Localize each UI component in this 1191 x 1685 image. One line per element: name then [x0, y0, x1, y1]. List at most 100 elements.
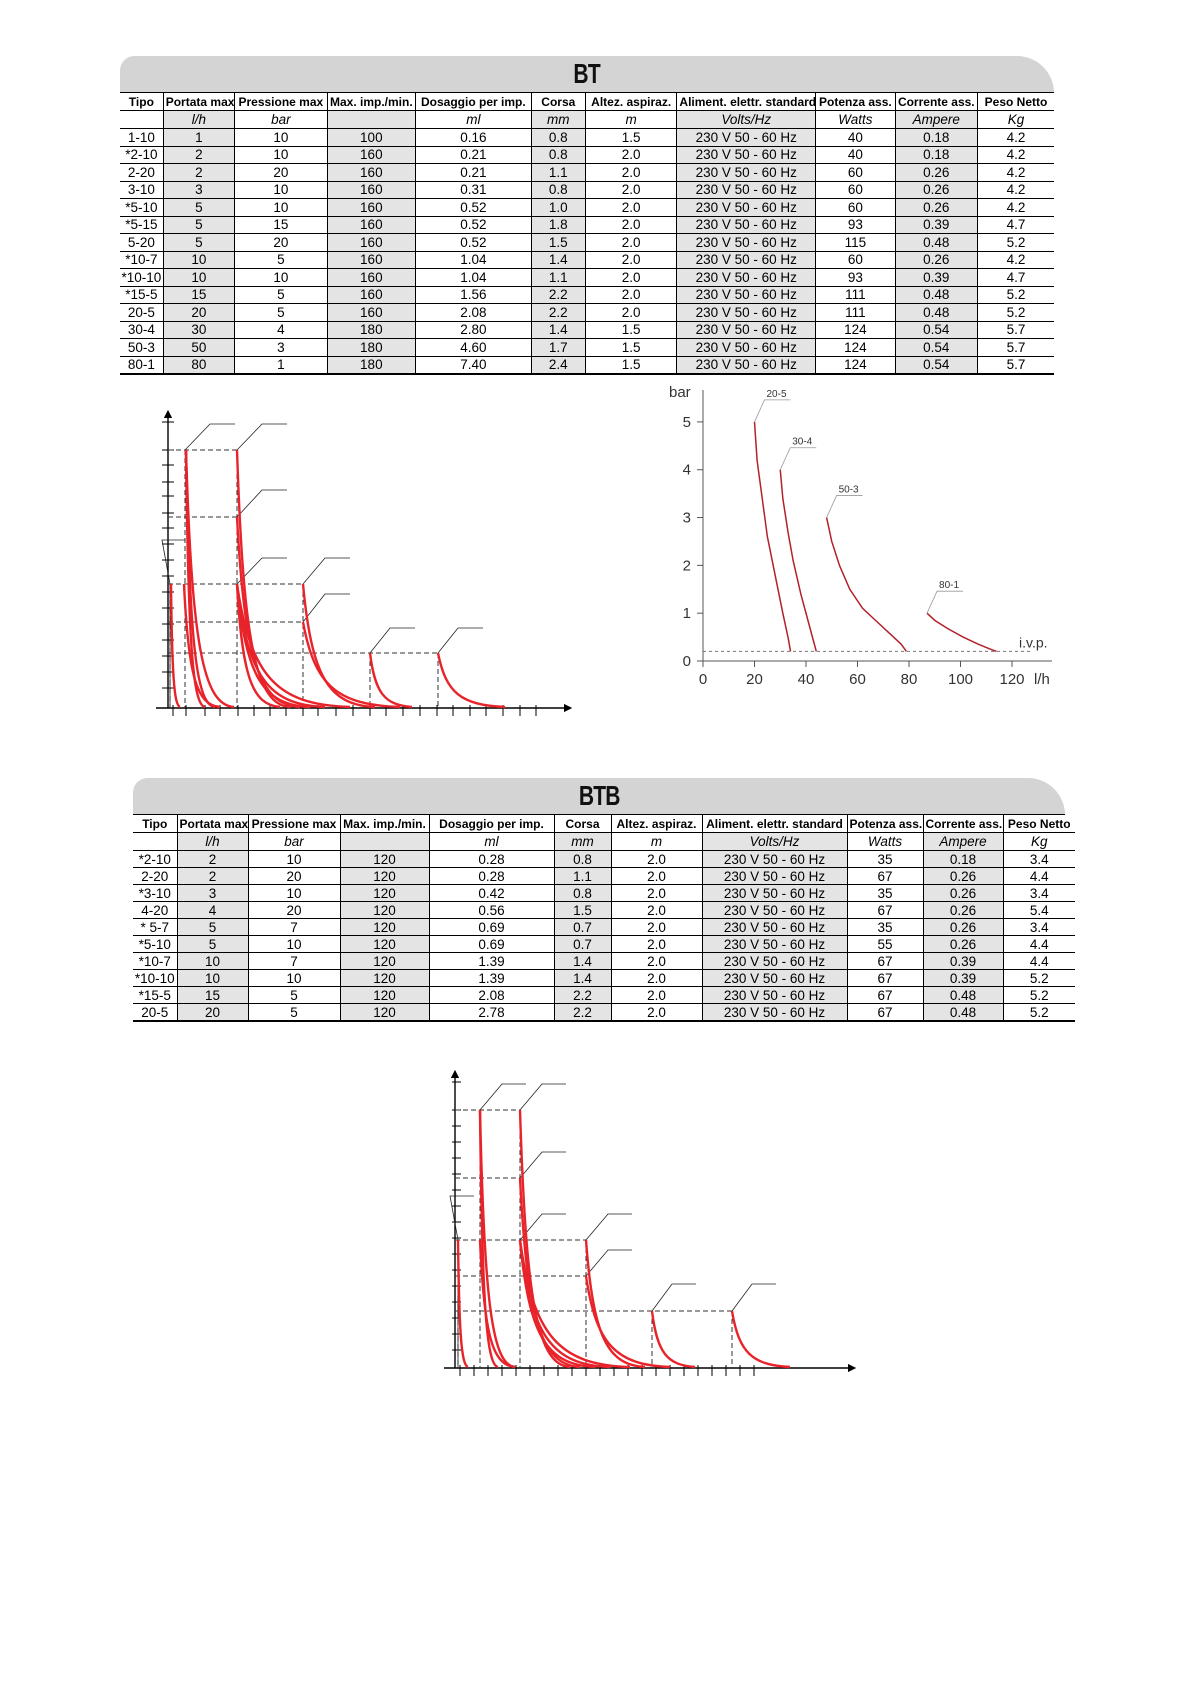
bt-cell: 124	[815, 321, 896, 339]
bt-cell: 2.0	[584, 303, 677, 322]
btb-cell: 3.4	[1002, 850, 1075, 868]
table-row: 20-5 20 5 160 2.08 2.2 2.0 230 V 50 - 60 Hz 111 0…	[120, 303, 1054, 322]
table-row: 1-10 1 10 100 0.16 0.8 1.5 230 V 50 - 60 Hz 40 0.…	[120, 128, 1054, 147]
bt-cell: 60	[815, 251, 896, 269]
perf-label-leader	[754, 399, 791, 423]
btb-cell: 230 V 50 - 60 Hz	[701, 935, 847, 953]
bt-cell: 0.39	[894, 216, 978, 234]
btb-cell: 2.78	[428, 1003, 554, 1022]
bt-cell: 230 V 50 - 60 Hz	[676, 303, 816, 322]
bt-leader-line	[236, 423, 287, 451]
btb-cell: 20	[176, 1003, 248, 1022]
btb-cell: 1.4	[553, 952, 611, 970]
btb-cell: 230 V 50 - 60 Hz	[701, 867, 847, 885]
btb-units-row: l/h bar ml mm m Volts/Hz Watts Ampere Kg	[133, 832, 1075, 851]
perf-y-tick-label: 3	[683, 510, 691, 527]
bt-unit-cell	[326, 110, 416, 129]
bt-cell: 5.7	[977, 356, 1054, 375]
bt-cell: 10	[162, 251, 235, 269]
bt-cell: 60	[815, 181, 896, 199]
bt-cell: 2.0	[584, 216, 677, 234]
table-row: *15-5 15 5 160 1.56 2.2 2.0 230 V 50 - 60 Hz 111…	[120, 286, 1054, 304]
bt-cell: 3-10	[120, 181, 164, 199]
bt-leader-line	[236, 557, 287, 585]
bt-cell: 2.0	[584, 181, 677, 199]
bt-cell: 2.2	[530, 286, 586, 304]
bt-cell: 1-10	[120, 128, 164, 147]
btb-cell: 3.4	[1002, 918, 1075, 936]
bt-curve	[169, 583, 181, 709]
bt-cell: 15	[162, 286, 235, 304]
btb-cell: 1.39	[428, 952, 554, 970]
bt-cell: 1.5	[584, 356, 677, 375]
btb-curves-leaders	[449, 1083, 776, 1368]
btb-cell: 10	[247, 884, 340, 902]
btb-cell: 5.2	[1002, 1003, 1075, 1022]
perf-x-tick-label: 20	[746, 671, 763, 688]
bt-curves-ticks	[162, 421, 537, 716]
btb-curves-lines	[456, 1109, 791, 1369]
bt-cell: 2-20	[120, 163, 164, 182]
table-row: *5-10 5 10 120 0.69 0.7 2.0 230 V 50 - 60 Hz 55 0…	[133, 935, 1075, 953]
perf-x-tick-label: 60	[849, 671, 866, 688]
bt-cell: 230 V 50 - 60 Hz	[676, 146, 816, 164]
bt-cell: 115	[815, 233, 896, 252]
bt-cell: 40	[815, 128, 896, 147]
btb-cell: 10	[176, 969, 248, 987]
bt-cell: 0.8	[530, 181, 586, 199]
bt-cell: 2.4	[530, 356, 586, 375]
bt-cell: 1.1	[530, 163, 586, 182]
btb-cell: 35	[846, 918, 923, 936]
btb-cell: 120	[339, 918, 429, 936]
bt-unit-cell: l/h	[162, 110, 235, 129]
btb-cell: 0.42	[428, 884, 554, 902]
bt-curve	[182, 583, 221, 709]
bt-cell: 10	[234, 268, 328, 287]
bt-cell: 4.2	[977, 128, 1054, 147]
btb-cell: *10-10	[133, 969, 177, 987]
bt-cell: 0.54	[894, 356, 978, 375]
bt-cell: 30	[162, 321, 235, 339]
btb-cell: 0.26	[922, 918, 1003, 936]
btb-cell: 0.69	[428, 935, 554, 953]
bt-col-header: Aliment. elettr. standard	[676, 93, 816, 111]
bt-title: BT	[573, 58, 601, 89]
btb-cell: *5-10	[133, 935, 177, 953]
bt-cell: 10	[162, 268, 235, 287]
btb-cell: 67	[846, 901, 923, 919]
bt-cell: 60	[815, 163, 896, 182]
bt-spec-table: Tipo Portata max Pressione max Max. imp./mi…	[120, 93, 1054, 375]
btb-col-header: Corsa	[553, 815, 611, 833]
btb-curves-chart	[444, 1070, 857, 1376]
bt-cell: 1.5	[530, 233, 586, 252]
bt-unit-cell: mm	[530, 110, 586, 129]
btb-unit-cell: Volts/Hz	[701, 832, 847, 851]
bt-cell: 1.4	[530, 251, 586, 269]
btb-cell: 4-20	[133, 901, 177, 919]
bt-cell: 0.21	[415, 163, 532, 182]
bt-curve	[184, 449, 216, 709]
bt-cell: 80	[162, 356, 235, 375]
bt-spec-table-block: BT Tipo Portata max Pressione max Max. imp.…	[120, 56, 1054, 375]
bt-cell: 2.0	[584, 268, 677, 287]
btb-unit-cell: l/h	[176, 832, 248, 851]
perf-y-tick-label: 1	[683, 605, 691, 622]
bt-curves-chart	[156, 410, 573, 716]
btb-leader-line	[479, 1083, 526, 1111]
bt-cell: 230 V 50 - 60 Hz	[676, 198, 816, 217]
perf-x-tick-label: 120	[999, 671, 1024, 688]
bt-cell: 50	[162, 338, 235, 357]
bt-cell: 0.54	[894, 321, 978, 339]
btb-col-header: Aliment. elettr. standard	[701, 815, 847, 833]
btb-cell: 2.2	[553, 1003, 611, 1022]
perf-x-tick-label: 40	[798, 671, 815, 688]
btb-cell: 120	[339, 850, 429, 868]
bt-cell: 230 V 50 - 60 Hz	[676, 128, 816, 147]
btb-cell: 4.4	[1002, 935, 1075, 953]
btb-col-header: Tipo	[133, 815, 177, 833]
bt-cell: *10-10	[120, 268, 164, 287]
bt-cell: 0.54	[894, 338, 978, 357]
btb-leader-line	[519, 1213, 566, 1241]
bt-cell: 2	[162, 146, 235, 164]
bt-cell: 180	[326, 338, 416, 357]
